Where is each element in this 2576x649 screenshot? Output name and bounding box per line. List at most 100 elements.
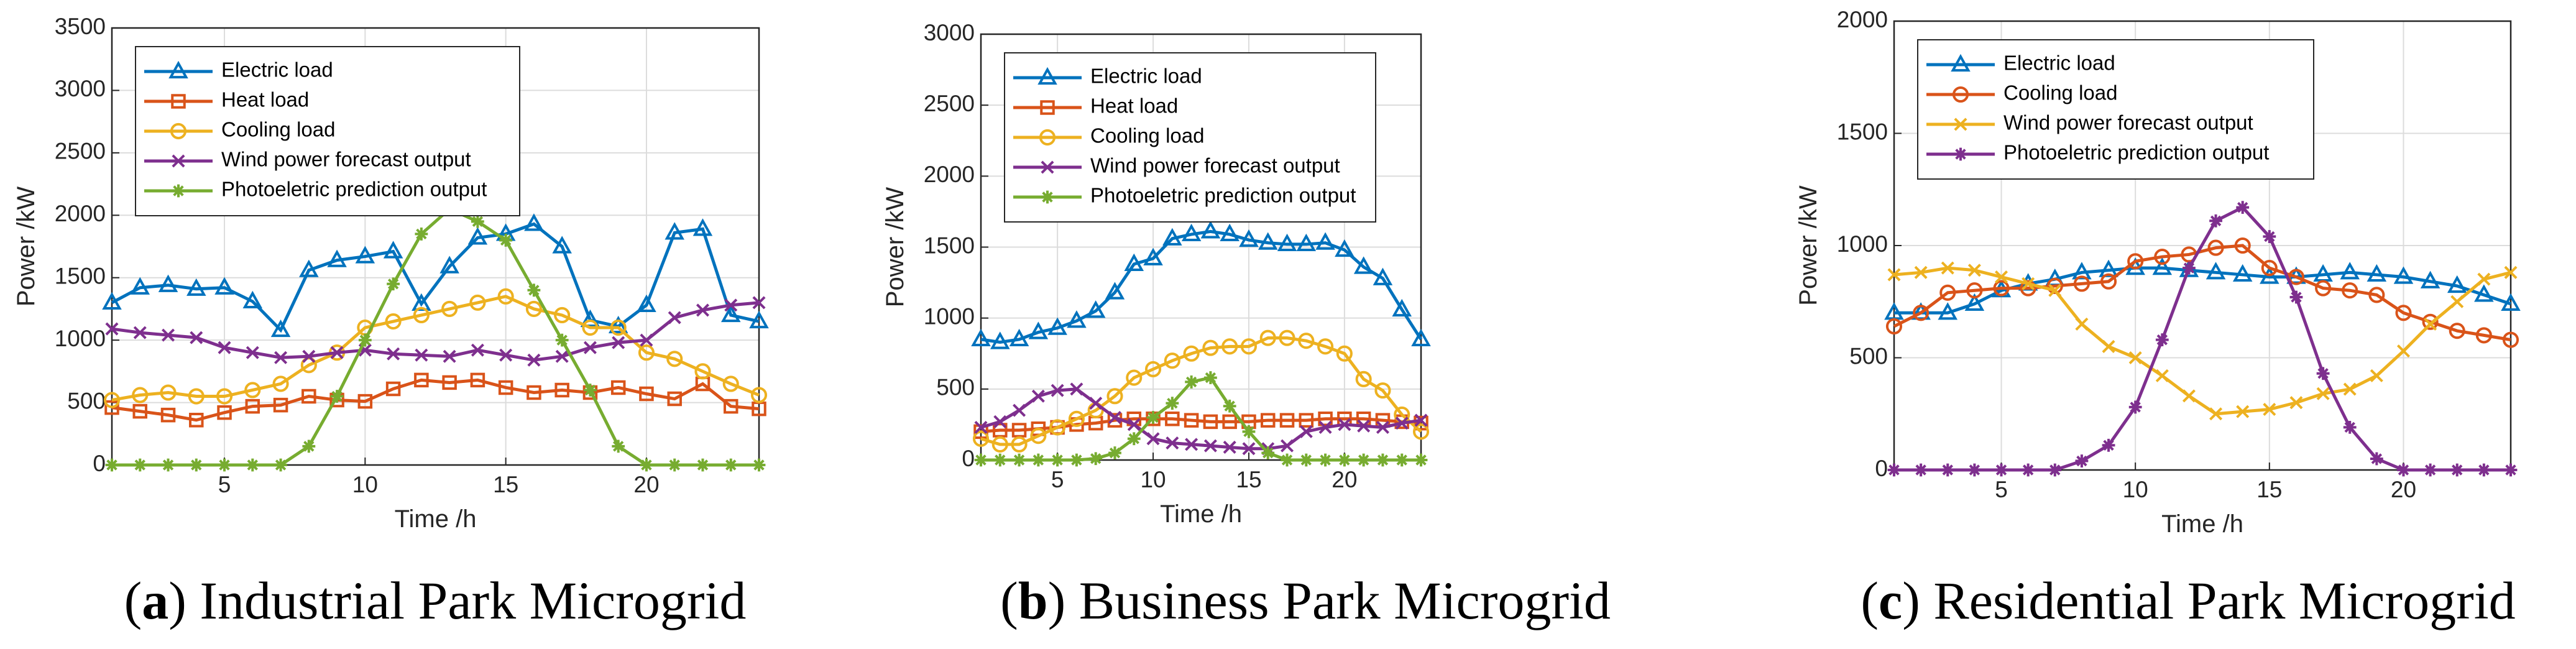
data-point: [1126, 369, 1143, 386]
data-point: [2477, 463, 2491, 477]
data-point: [1357, 453, 1371, 467]
caption-punct: ): [1902, 571, 1933, 630]
axes-box: [980, 33, 1422, 461]
data-point: [1146, 432, 1160, 446]
data-point: [1146, 411, 1160, 424]
data-point: [1146, 412, 1161, 426]
data-point: [1414, 413, 1428, 427]
legend-label: Electric load: [221, 58, 333, 81]
data-point: [2128, 351, 2142, 365]
data-point: [1279, 413, 1295, 428]
caption-title: Business Park Microgrid: [1079, 571, 1611, 630]
data-point: [1258, 232, 1278, 250]
axes-box: [1893, 20, 2512, 471]
data-point: [412, 293, 431, 311]
y-tick-label: 500: [67, 388, 106, 413]
data-point: [1995, 463, 2008, 477]
y-tick-label: 1500: [1837, 119, 1888, 144]
data-point: [2234, 237, 2251, 254]
data-point: [272, 375, 289, 392]
data-point: [2232, 264, 2253, 282]
data-point: [1166, 397, 1179, 410]
data-point: [1051, 384, 1064, 397]
data-point: [2315, 280, 2332, 297]
caption-punct: ): [1048, 571, 1079, 630]
data-point: [608, 315, 628, 334]
data-point: [1203, 414, 1218, 430]
legend-marker: [1951, 53, 1971, 72]
y-tick-label: 1000: [55, 326, 106, 351]
data-point: [2209, 214, 2222, 228]
data-point: [1242, 425, 1256, 438]
data-point: [1108, 410, 1121, 425]
series-line: [980, 387, 1422, 451]
data-point: [1392, 298, 1412, 317]
axes-box: [111, 27, 760, 466]
y-tick-label: 3500: [55, 14, 106, 39]
data-point: [2046, 278, 2063, 294]
legend-label: Heat load: [221, 88, 309, 111]
legend-marker: [1041, 190, 1054, 204]
data-point: [1067, 310, 1087, 328]
data-point: [442, 375, 457, 390]
data-point: [270, 319, 291, 338]
data-point: [1279, 329, 1295, 346]
data-point: [105, 458, 119, 472]
data-point: [415, 228, 428, 241]
x-tick-label: 15: [1236, 467, 1261, 492]
data-point: [1222, 414, 1237, 430]
data-point: [1260, 413, 1276, 428]
data-point: [1338, 418, 1351, 431]
legend-marker: [1954, 117, 1967, 131]
data-point: [383, 241, 403, 259]
data-point: [668, 311, 681, 324]
data-point: [162, 328, 175, 342]
data-point: [1242, 442, 1256, 456]
y-tick-label: 2500: [55, 139, 106, 164]
data-point: [1031, 453, 1045, 467]
data-point: [1299, 453, 1313, 467]
data-point: [1085, 300, 1106, 318]
legend-marker: [1040, 100, 1055, 115]
subplot: 0 500 1000 1500 2000 5 10 15 20 Time /h Power /kW E…: [1795, 7, 2521, 630]
y-tick-label: 2000: [924, 162, 975, 187]
data-point: [1087, 402, 1104, 419]
y-axis-label: Power /kW: [881, 187, 909, 308]
data-point: [1127, 432, 1141, 446]
y-tick-label: 2000: [1837, 7, 1888, 32]
data-point: [1239, 229, 1259, 247]
data-point: [993, 453, 1007, 467]
data-point: [2155, 369, 2169, 382]
data-point: [1089, 397, 1103, 410]
data-point: [2474, 284, 2494, 302]
data-point: [1964, 293, 1985, 311]
data-point: [2367, 264, 2387, 282]
data-point: [2022, 463, 2035, 477]
data-point: [1299, 413, 1314, 428]
data-point: [2396, 344, 2410, 358]
data-point: [244, 382, 261, 398]
data-point: [2447, 275, 2467, 293]
data-point: [1941, 261, 1954, 275]
data-point: [749, 310, 769, 329]
data-point: [1070, 453, 1083, 467]
data-point: [1318, 453, 1332, 467]
data-point: [2236, 201, 2250, 214]
data-point: [2288, 269, 2305, 285]
series-line: [111, 378, 760, 422]
data-point: [1261, 446, 1275, 459]
y-tick-label: 0: [93, 451, 106, 476]
data-point: [2450, 463, 2464, 477]
caption-panel: a: [142, 571, 168, 630]
data-point: [2075, 317, 2089, 331]
data-point: [2289, 396, 2303, 410]
data-point: [1376, 453, 1389, 467]
data-point: [498, 380, 513, 395]
data-point: [1185, 375, 1198, 389]
data-point: [2316, 387, 2330, 400]
data-point: [104, 400, 119, 415]
data-point: [694, 363, 711, 380]
data-point: [242, 290, 263, 308]
y-tick-label: 500: [936, 375, 975, 400]
data-point: [640, 333, 653, 347]
